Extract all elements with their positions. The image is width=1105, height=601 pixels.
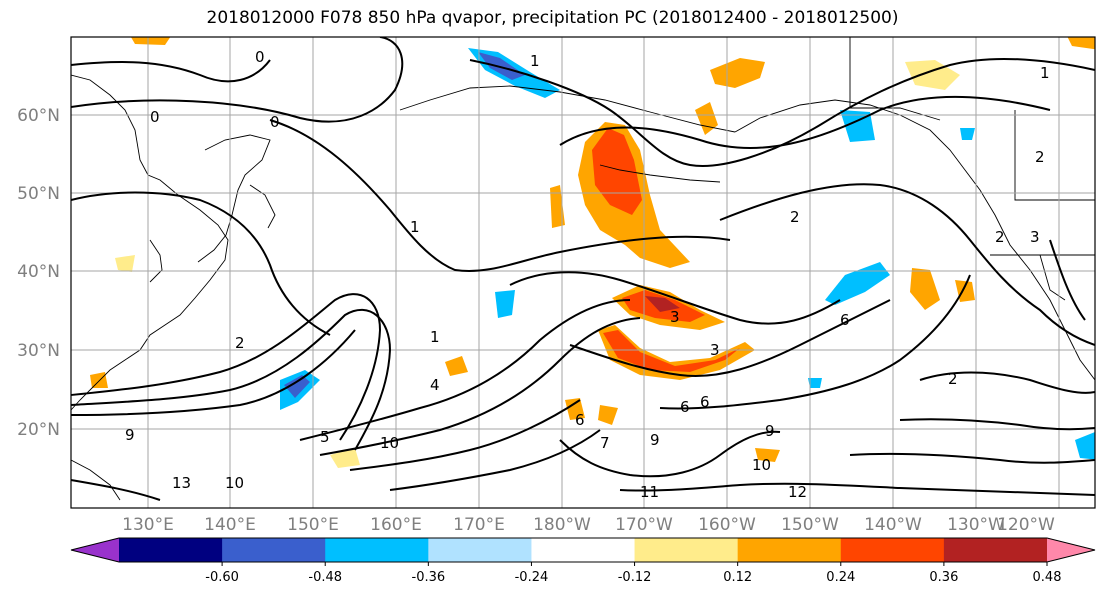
contour-label: 3: [670, 308, 680, 326]
colorbar-extend-high: [1047, 538, 1095, 562]
contour-label: 12: [788, 483, 807, 501]
contour-label: 5: [320, 428, 330, 446]
contour-label: 1: [530, 52, 540, 70]
contour-label: 0: [150, 108, 160, 126]
colorbar-tick-label: 0.24: [826, 570, 855, 585]
latitude-labels: 60°N 50°N 40°N 30°N 20°N: [17, 106, 60, 440]
colorbar-outline: [70, 537, 1096, 563]
colorbar-tick-label: 0.48: [1033, 570, 1062, 585]
lat-label: 50°N: [17, 184, 60, 204]
colorbar-segment: [737, 538, 842, 562]
contour-label: 10: [380, 434, 399, 452]
colorbar-tick-label: -0.36: [412, 570, 446, 585]
lon-label: 160°E: [370, 515, 422, 535]
contour-labels: 0 0 0 1 1 1 1 2 2 2 2 2 3 3 3 4 5 6 6 6 …: [125, 48, 1050, 501]
lon-label: 170°W: [615, 515, 673, 535]
colorbar-tick-label: -0.12: [618, 570, 652, 585]
contour-label: 10: [752, 456, 771, 474]
precipitation-shading: [90, 37, 1095, 468]
contour-label: 2: [790, 208, 800, 226]
lon-label: 120°W: [997, 515, 1055, 535]
contour-label: 2: [1035, 148, 1045, 166]
lon-label: 170°E: [453, 515, 505, 535]
lon-label: 160°W: [698, 515, 756, 535]
colorbar-segment: [428, 538, 532, 562]
lon-label: 150°E: [287, 515, 339, 535]
lon-label: 130°E: [122, 515, 174, 535]
contour-label: 3: [1030, 228, 1040, 246]
contour-label: 6: [680, 398, 690, 416]
lon-label: 130°W: [947, 515, 1005, 535]
colorbar-tick-label: -0.24: [515, 570, 549, 585]
lon-label: 150°W: [781, 515, 839, 535]
contour-label: 9: [650, 431, 660, 449]
lon-label: 140°E: [204, 515, 256, 535]
contour-label: 9: [765, 422, 775, 440]
map-title: 2018012000 F078 850 hPa qvapor, precipit…: [206, 8, 899, 28]
contour-label: 2: [995, 228, 1005, 246]
colorbar-tick-label: -0.60: [205, 570, 239, 585]
lat-label: 30°N: [17, 341, 60, 361]
colorbar-segment: [634, 538, 739, 562]
colorbar-tick-label: -0.48: [308, 570, 342, 585]
contour-label: 3: [710, 341, 720, 359]
colorbar-segment: [119, 538, 223, 562]
contour-label: 7: [600, 434, 610, 452]
lat-label: 60°N: [17, 106, 60, 126]
contour-label: 6: [840, 311, 850, 329]
contour-label: 1: [410, 218, 420, 236]
contour-label: 6: [700, 393, 710, 411]
contour-label: 2: [948, 370, 958, 388]
colorbar-tick-label: 0.12: [723, 570, 752, 585]
contour-label: 11: [640, 483, 659, 501]
colorbar-segment: [222, 538, 326, 562]
map-plot-area: 0 0 0 1 1 1 1 2 2 2 2 2 3 3 3 4 5 6 6 6 …: [71, 37, 1095, 508]
colorbar-segment: [943, 538, 1048, 562]
contour-label: 6: [575, 411, 585, 429]
lon-label: 180°W: [533, 515, 591, 535]
contour-label: 13: [172, 474, 191, 492]
contour-label: 0: [255, 48, 265, 66]
contour-label: 2: [235, 334, 245, 352]
coastlines: [71, 37, 1095, 501]
colorbar-segment: [325, 538, 429, 562]
contour-label: 4: [430, 376, 440, 394]
map-gridlines: [71, 37, 1095, 508]
contour-label: 9: [125, 426, 135, 444]
contour-label: 10: [225, 474, 244, 492]
longitude-labels: 130°E 140°E 150°E 160°E 170°E 180°W 170°…: [122, 515, 1055, 535]
contour-label: 1: [430, 328, 440, 346]
qvapor-contours: [71, 37, 1095, 501]
colorbar-extend-low: [71, 538, 119, 562]
lat-label: 40°N: [17, 262, 60, 282]
map-frame: [70, 36, 1096, 509]
lon-label: 140°W: [864, 515, 922, 535]
colorbar-tick-label: 0.36: [929, 570, 958, 585]
contour-label: 1: [1040, 64, 1050, 82]
colorbar: -0.60 -0.48 -0.36 -0.24 -0.12 0.12 0.24 0.36 0.4…: [70, 537, 1096, 585]
contour-label: 0: [270, 113, 280, 131]
colorbar-segment: [840, 538, 945, 562]
lat-label: 20°N: [17, 420, 60, 440]
colorbar-segment: [531, 538, 636, 562]
